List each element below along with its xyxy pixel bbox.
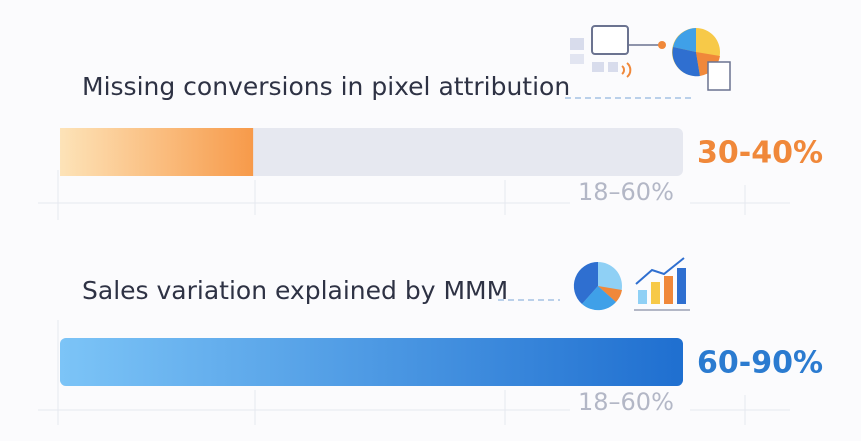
highlight-label: 30-40% (697, 136, 823, 171)
icon-devices (565, 25, 731, 99)
icon-analytics (498, 257, 690, 311)
bar (60, 128, 254, 176)
category-label: Missing conversions in pixel attribution (82, 72, 570, 101)
bar (60, 338, 683, 386)
note-label: 18–60% (578, 178, 674, 206)
note-label: 18–60% (578, 388, 674, 416)
highlight-label: 60-90% (697, 346, 823, 381)
category-label: Sales variation explained by MMM (82, 276, 508, 305)
decor-grid (38, 170, 790, 425)
